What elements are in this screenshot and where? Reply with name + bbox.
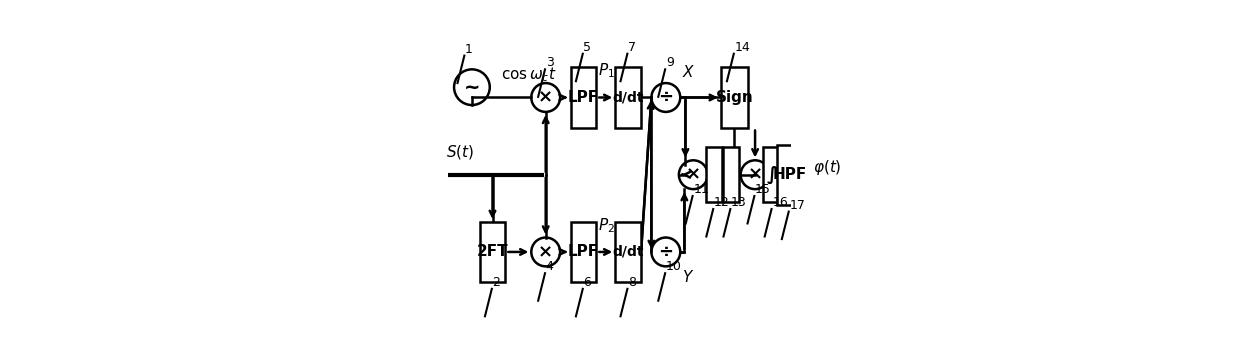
Text: 10: 10 <box>665 260 681 273</box>
Text: 14: 14 <box>735 41 751 54</box>
FancyBboxPatch shape <box>777 145 803 205</box>
Text: $P_1$: $P_1$ <box>598 62 615 80</box>
Text: ×: × <box>538 89 554 107</box>
Text: $Y$: $Y$ <box>681 269 694 285</box>
Text: 1: 1 <box>465 43 473 56</box>
FancyBboxPatch shape <box>571 67 596 128</box>
FancyBboxPatch shape <box>721 67 748 128</box>
Text: LPF: LPF <box>567 90 598 105</box>
Text: $\cos\omega_c t$: $\cos\omega_c t$ <box>501 65 556 84</box>
Text: 4: 4 <box>545 260 554 273</box>
Text: ∫: ∫ <box>767 166 778 184</box>
FancyBboxPatch shape <box>571 222 596 282</box>
FancyBboxPatch shape <box>616 67 641 128</box>
Text: 8: 8 <box>628 276 636 289</box>
Text: 11: 11 <box>694 183 709 196</box>
Text: d/dt: d/dt <box>612 91 644 104</box>
Text: $X$: $X$ <box>681 64 695 80</box>
FancyBboxPatch shape <box>722 147 740 202</box>
Text: HPF: HPF <box>772 167 807 182</box>
Text: ÷: ÷ <box>658 89 673 107</box>
Text: $\varphi(t)$: $\varphi(t)$ <box>813 158 841 177</box>
Text: 6: 6 <box>584 276 591 289</box>
Text: 9: 9 <box>665 56 674 69</box>
Text: 3: 3 <box>545 56 554 69</box>
Text: 15: 15 <box>755 183 771 196</box>
Text: ÷: ÷ <box>658 243 673 261</box>
Text: ~: ~ <box>463 78 481 97</box>
FancyBboxPatch shape <box>763 147 782 202</box>
Text: ×: × <box>747 166 763 184</box>
Text: 13: 13 <box>731 196 747 209</box>
Text: 7: 7 <box>628 41 636 54</box>
Text: 16: 16 <box>772 196 788 209</box>
Text: ×: × <box>538 243 554 261</box>
Text: $S(t)$: $S(t)$ <box>446 143 475 161</box>
Text: ×: × <box>685 166 701 184</box>
Text: $P_2$: $P_2$ <box>598 216 615 235</box>
Text: LPF: LPF <box>567 244 598 260</box>
Text: 5: 5 <box>584 41 591 54</box>
Text: 12: 12 <box>714 196 730 209</box>
Text: 2FT: 2FT <box>477 244 508 260</box>
FancyBboxPatch shape <box>616 222 641 282</box>
Text: 2: 2 <box>493 276 501 289</box>
FancyBboxPatch shape <box>479 222 506 282</box>
Text: Sign: Sign <box>716 90 753 105</box>
Text: 17: 17 <box>789 199 805 212</box>
FancyBboxPatch shape <box>706 147 722 202</box>
Text: d/dt: d/dt <box>612 245 644 259</box>
